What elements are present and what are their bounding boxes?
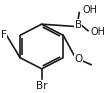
Text: OH: OH <box>91 27 106 37</box>
Text: B: B <box>75 20 82 30</box>
Text: Br: Br <box>36 81 47 91</box>
Text: OH: OH <box>83 5 98 15</box>
Text: O: O <box>74 54 82 64</box>
Text: F: F <box>1 30 6 40</box>
